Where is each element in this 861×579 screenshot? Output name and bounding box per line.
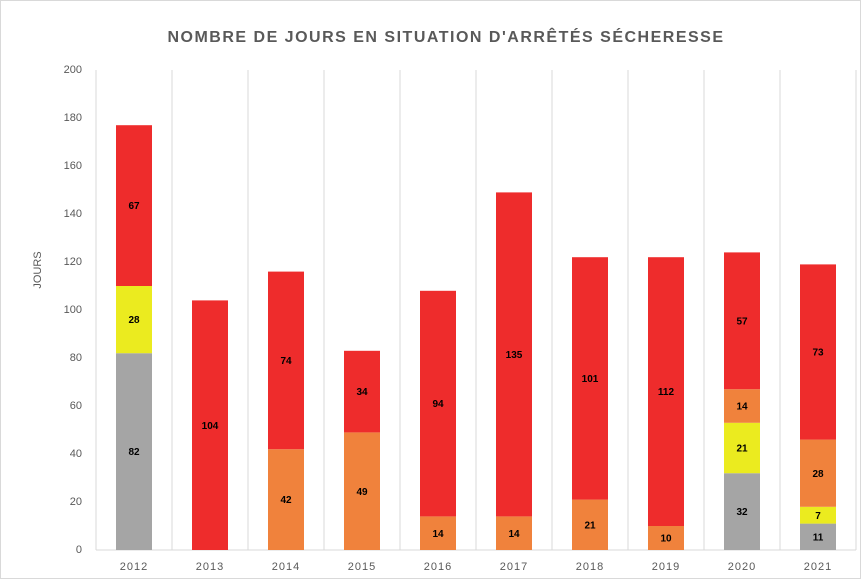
y-tick-label: 180: [64, 112, 82, 124]
bar-segment: [648, 526, 684, 550]
bar-segment: [420, 290, 456, 517]
bar-segment: [572, 257, 608, 500]
value-label: 28: [812, 469, 824, 480]
value-label: 42: [280, 495, 292, 506]
bar-segment: [724, 389, 760, 423]
y-tick-label: 100: [64, 304, 82, 316]
y-tick-label: 80: [70, 352, 82, 364]
value-label: 94: [432, 399, 444, 410]
bar-segment: [116, 286, 152, 354]
value-label: 14: [736, 402, 748, 413]
x-tick-label: 2012: [120, 561, 148, 573]
bar-segment: [800, 439, 836, 507]
value-label: 67: [128, 201, 140, 212]
bar-segment: [268, 271, 304, 450]
value-label: 7: [815, 511, 821, 522]
bar-segment: [724, 422, 760, 474]
value-label: 49: [356, 487, 368, 498]
bar-segment: [116, 125, 152, 286]
x-tick-label: 2020: [728, 561, 756, 573]
value-label: 14: [508, 529, 520, 540]
bar-segment: [496, 516, 532, 550]
y-tick-label: 200: [64, 64, 82, 76]
value-label: 101: [582, 374, 599, 385]
bar-segment: [496, 192, 532, 517]
y-tick-label: 60: [70, 400, 82, 412]
value-label: 32: [736, 507, 748, 518]
x-tick-label: 2014: [272, 561, 300, 573]
x-tick-label: 2021: [804, 561, 832, 573]
value-label: 73: [812, 348, 824, 359]
bar-segment: [420, 516, 456, 550]
value-label: 10: [660, 534, 672, 545]
value-label: 34: [356, 387, 368, 398]
bar-segment: [724, 473, 760, 550]
bar-segment: [344, 350, 380, 433]
value-label: 21: [584, 520, 596, 531]
value-label: 57: [736, 316, 748, 327]
value-label: 82: [128, 447, 140, 458]
value-label: 74: [280, 356, 292, 367]
y-tick-label: 0: [76, 544, 82, 556]
value-label: 21: [736, 444, 748, 455]
y-axis-label: JOURS: [32, 251, 44, 288]
y-tick-label: 40: [70, 448, 82, 460]
value-label: 112: [658, 387, 675, 398]
bar-segment: [800, 264, 836, 440]
y-tick-label: 140: [64, 208, 82, 220]
bar-segment: [724, 252, 760, 390]
bar-segment: [648, 257, 684, 526]
y-tick-label: 160: [64, 160, 82, 172]
x-tick-label: 2015: [348, 561, 376, 573]
x-tick-label: 2017: [500, 561, 528, 573]
x-tick-label: 2019: [652, 561, 680, 573]
bar-segment: [192, 300, 228, 550]
x-tick-label: 2016: [424, 561, 452, 573]
x-tick-label: 2013: [196, 561, 224, 573]
value-label: 135: [506, 350, 523, 361]
bar-segment: [800, 506, 836, 524]
value-label: 11: [813, 532, 824, 543]
bar-segment: [800, 523, 836, 550]
bar-segment: [268, 449, 304, 550]
y-tick-label: 20: [70, 496, 82, 508]
bar-segment: [344, 432, 380, 550]
chart-title: NOMBRE DE JOURS EN SITUATION D'ARRÊTÉS S…: [167, 27, 724, 46]
x-tick-label: 2018: [576, 561, 604, 573]
value-label: 104: [202, 421, 219, 432]
y-tick-label: 120: [64, 256, 82, 268]
bar-segment: [572, 499, 608, 550]
value-label: 28: [128, 315, 140, 326]
value-label: 14: [432, 529, 444, 540]
bar-segment: [116, 353, 152, 550]
